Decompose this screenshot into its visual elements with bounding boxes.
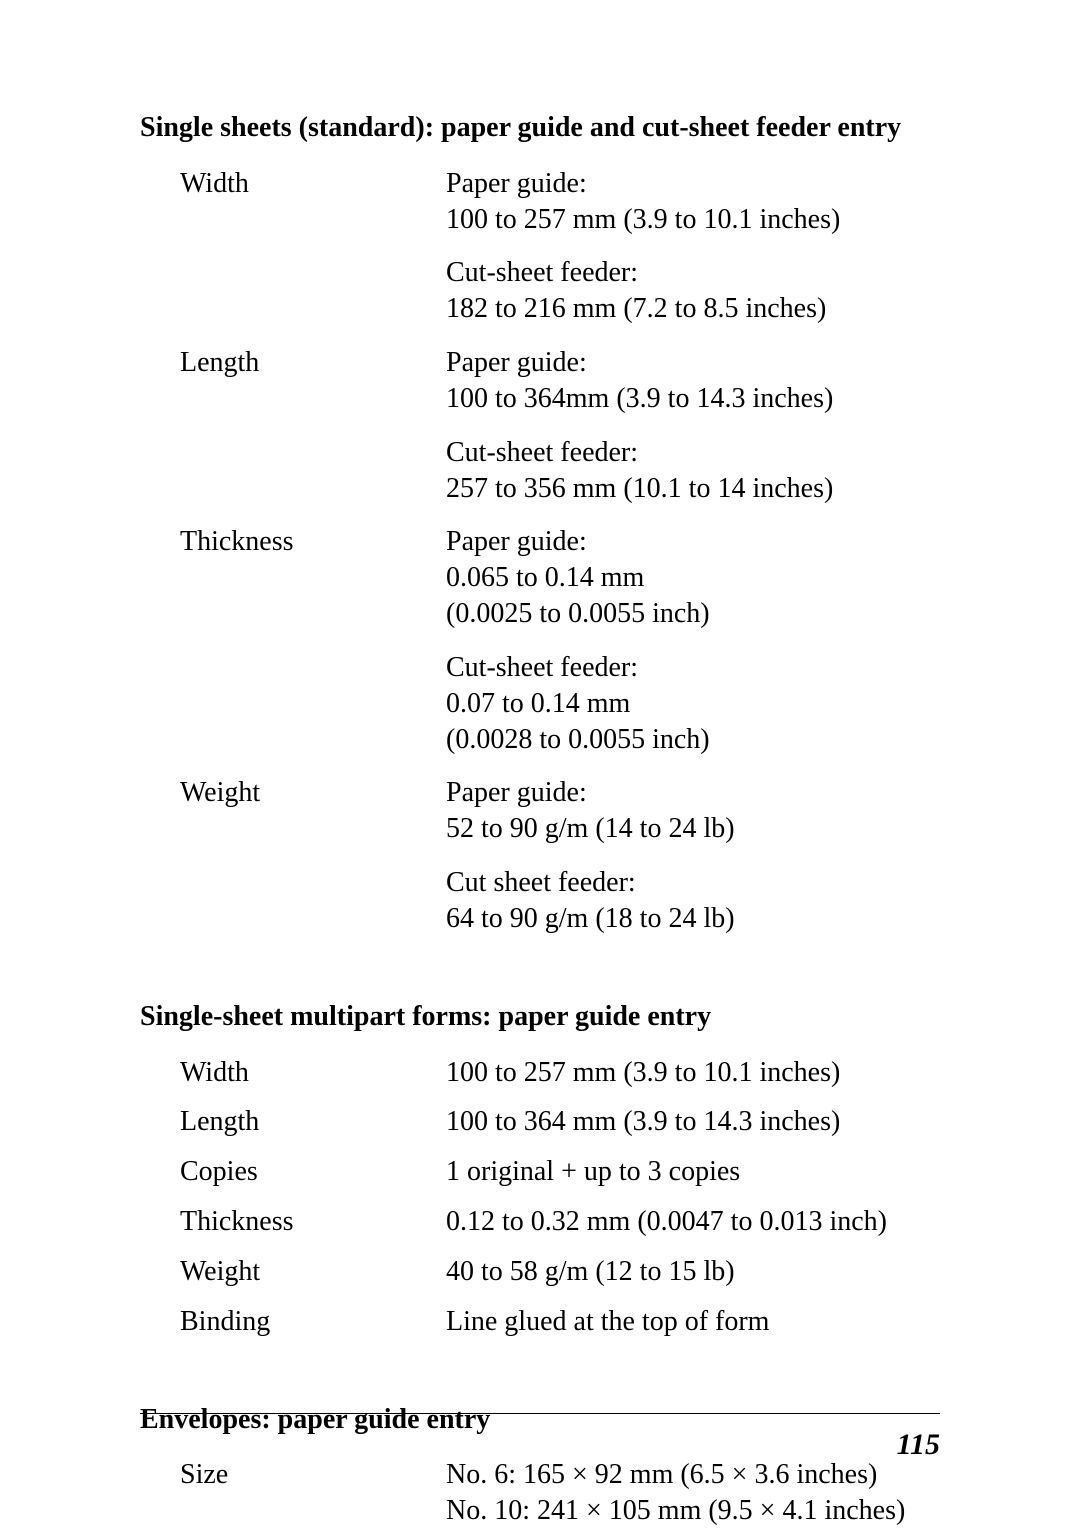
spec-value: 100 to 364 mm (3.9 to 14.3 inches) [446,1104,940,1140]
value-line: 100 to 257 mm (3.9 to 10.1 inches) [446,202,940,238]
spec-row: Length 100 to 364 mm (3.9 to 14.3 inches… [140,1104,940,1140]
spec-values: Paper guide: 52 to 90 g/m (14 to 24 lb) … [446,775,940,936]
spec-values: Paper guide: 100 to 364mm (3.9 to 14.3 i… [446,345,940,506]
value-block: Paper guide: 0.065 to 0.14 mm (0.0025 to… [446,524,940,631]
footer-rule [140,1413,940,1414]
spec-label: Thickness [140,1204,446,1240]
spec-row: Thickness 0.12 to 0.32 mm (0.0047 to 0.0… [140,1204,940,1240]
spec-label: Binding [140,1304,446,1340]
value-line: (0.0025 to 0.0055 inch) [446,596,940,632]
spec-label: Length [140,1104,446,1140]
value-line: No. 10: 241 × 105 mm (9.5 × 4.1 inches) [446,1493,940,1529]
spec-values: Paper guide: 0.065 to 0.14 mm (0.0025 to… [446,524,940,757]
section-heading: Single sheets (standard): paper guide an… [140,110,940,146]
spec-group-weight: Weight Paper guide: 52 to 90 g/m (14 to … [140,775,940,936]
value-line: 0.07 to 0.14 mm [446,686,940,722]
value-line: 64 to 90 g/m (18 to 24 lb) [446,901,940,937]
value-line: No. 6: 165 × 92 mm (6.5 × 3.6 inches) [446,1457,940,1493]
spec-label: Weight [140,1254,446,1290]
spec-group-thickness: Thickness Paper guide: 0.065 to 0.14 mm … [140,524,940,757]
spec-value: 40 to 58 g/m (12 to 15 lb) [446,1254,940,1290]
spec-label: Size [140,1457,446,1529]
value-block: Cut-sheet feeder: 0.07 to 0.14 mm (0.002… [446,650,940,757]
value-line: Paper guide: [446,775,940,811]
value-line: Paper guide: [446,166,940,202]
value-block: Paper guide: 52 to 90 g/m (14 to 24 lb) [446,775,940,847]
section-envelopes: Envelopes: paper guide entry Size No. 6:… [140,1402,940,1529]
spec-label: Width [140,166,446,327]
spec-values: No. 6: 165 × 92 mm (6.5 × 3.6 inches) No… [446,1457,940,1529]
value-line: 0.065 to 0.14 mm [446,560,940,596]
value-line: 52 to 90 g/m (14 to 24 lb) [446,811,940,847]
spec-group-width: Width Paper guide: 100 to 257 mm (3.9 to… [140,166,940,327]
spec-label: Width [140,1055,446,1091]
value-block: No. 6: 165 × 92 mm (6.5 × 3.6 inches) No… [446,1457,940,1529]
spec-group-size: Size No. 6: 165 × 92 mm (6.5 × 3.6 inche… [140,1457,940,1529]
section-multipart-forms: Single-sheet multipart forms: paper guid… [140,999,940,1340]
value-line: Cut-sheet feeder: [446,650,940,686]
section-single-sheets-standard: Single sheets (standard): paper guide an… [140,110,940,937]
value-line: Paper guide: [446,524,940,560]
spec-value: 100 to 257 mm (3.9 to 10.1 inches) [446,1055,940,1091]
spec-row: Width 100 to 257 mm (3.9 to 10.1 inches) [140,1055,940,1091]
value-block: Cut-sheet feeder: 257 to 356 mm (10.1 to… [446,435,940,507]
value-line: Cut sheet feeder: [446,865,940,901]
value-line: Paper guide: [446,345,940,381]
spec-label: Thickness [140,524,446,757]
value-line: 182 to 216 mm (7.2 to 8.5 inches) [446,291,940,327]
value-block: Cut sheet feeder: 64 to 90 g/m (18 to 24… [446,865,940,937]
spec-label: Copies [140,1154,446,1190]
value-line: Cut-sheet feeder: [446,255,940,291]
spec-row: Binding Line glued at the top of form [140,1304,940,1340]
value-line: Cut-sheet feeder: [446,435,940,471]
section-heading: Single-sheet multipart forms: paper guid… [140,999,940,1035]
spec-row: Copies 1 original + up to 3 copies [140,1154,940,1190]
section-heading: Envelopes: paper guide entry [140,1402,940,1438]
value-line: 100 to 364mm (3.9 to 14.3 inches) [446,381,940,417]
spec-value: 0.12 to 0.32 mm (0.0047 to 0.013 inch) [446,1204,940,1240]
value-line: (0.0028 to 0.0055 inch) [446,722,940,758]
spec-label: Length [140,345,446,506]
spec-group-length: Length Paper guide: 100 to 364mm (3.9 to… [140,345,940,506]
page-number: 115 [897,1426,940,1464]
value-block: Paper guide: 100 to 364mm (3.9 to 14.3 i… [446,345,940,417]
value-block: Cut-sheet feeder: 182 to 216 mm (7.2 to … [446,255,940,327]
spec-value: 1 original + up to 3 copies [446,1154,940,1190]
spec-value: Line glued at the top of form [446,1304,940,1340]
spec-values: Paper guide: 100 to 257 mm (3.9 to 10.1 … [446,166,940,327]
spec-label: Weight [140,775,446,936]
value-line: 257 to 356 mm (10.1 to 14 inches) [446,471,940,507]
spec-row: Weight 40 to 58 g/m (12 to 15 lb) [140,1254,940,1290]
value-block: Paper guide: 100 to 257 mm (3.9 to 10.1 … [446,166,940,238]
page: Single sheets (standard): paper guide an… [0,0,1080,1529]
